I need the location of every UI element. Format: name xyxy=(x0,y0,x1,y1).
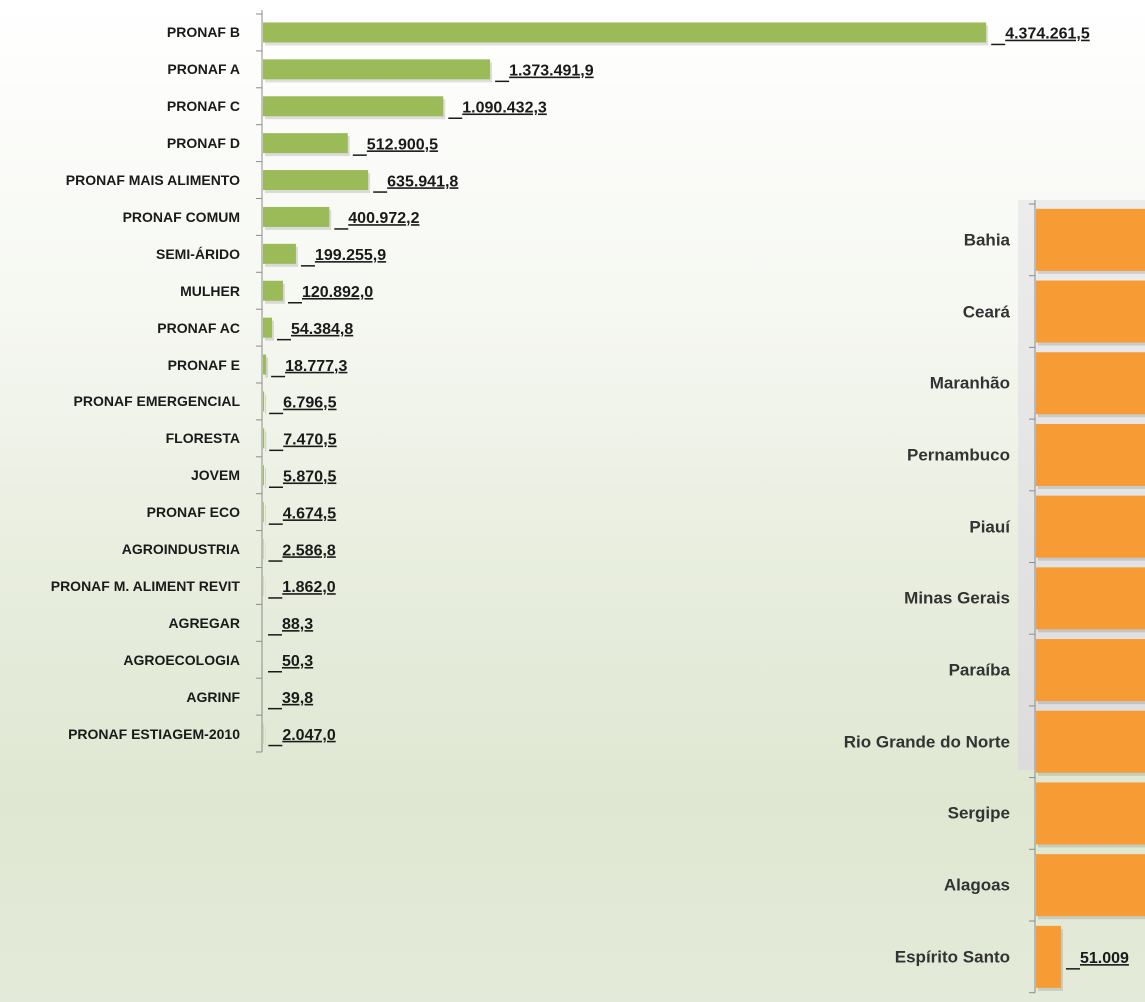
category-label: AGROINDUSTRIA xyxy=(121,541,240,558)
value-label: 4.374.261,5 xyxy=(1005,26,1090,43)
bar-shadow xyxy=(265,357,269,378)
category-label: SEMI-ÁRIDO xyxy=(156,245,240,262)
category-label: PRONAF ESTIAGEM-2010 xyxy=(68,725,240,742)
category-label: PRONAF EMERGENCIAL xyxy=(73,393,240,410)
category-label: PRONAF A xyxy=(167,61,240,78)
category-label: PRONAF B xyxy=(166,24,240,41)
category-label: Sergipe xyxy=(947,803,1010,823)
value-label: 512.900,5 xyxy=(367,136,438,153)
value-label: 39,8 xyxy=(282,690,313,707)
bar xyxy=(263,317,272,338)
category-label: Bahia xyxy=(963,230,1010,250)
value-label: 51.009 xyxy=(1080,950,1129,967)
value-label: 1.373.491,9 xyxy=(509,63,594,80)
category-label: JOVEM xyxy=(190,467,240,484)
bar xyxy=(263,206,330,227)
category-label: PRONAF ECO xyxy=(146,504,240,521)
category-label: Rio Grande do Norte xyxy=(843,732,1010,752)
value-label: 1.862,0 xyxy=(282,579,335,596)
category-label: AGREGAR xyxy=(168,614,240,631)
category-label: Maranhão xyxy=(929,373,1010,393)
bar xyxy=(1036,208,1145,271)
bar xyxy=(1036,567,1145,630)
bar xyxy=(263,428,265,449)
category-label: PRONAF COMUM xyxy=(122,208,240,225)
bar xyxy=(263,465,264,486)
category-label: PRONAF E xyxy=(167,356,240,373)
bar xyxy=(1036,423,1145,486)
category-label: Alagoas xyxy=(943,875,1010,895)
bar xyxy=(1036,854,1145,917)
bar xyxy=(1036,782,1145,845)
bar xyxy=(263,354,267,375)
category-label: Piauí xyxy=(969,517,1010,537)
category-label: PRONAF MAIS ALIMENTO xyxy=(65,172,240,189)
bar xyxy=(263,133,348,154)
bar xyxy=(1036,710,1145,773)
category-label: PRONAF M. ALIMENT REVIT xyxy=(50,577,240,594)
value-label: 1.090.432,3 xyxy=(462,99,547,116)
value-label: 120.892,0 xyxy=(302,284,373,301)
bar-shadow xyxy=(265,505,266,526)
category-label: Espírito Santo xyxy=(894,947,1010,967)
category-label: MULHER xyxy=(180,282,240,299)
bar xyxy=(263,391,265,412)
bar xyxy=(1036,495,1145,558)
value-label: 2.047,0 xyxy=(282,727,335,744)
bar xyxy=(263,502,264,523)
value-label: 5.870,5 xyxy=(283,468,336,485)
value-label: 2.586,8 xyxy=(282,542,335,559)
value-label: 400.972,2 xyxy=(348,210,419,227)
bar xyxy=(1036,280,1145,343)
value-label: 4.674,5 xyxy=(283,505,336,522)
bar-shadow xyxy=(265,431,267,452)
bar xyxy=(1036,639,1145,702)
bar xyxy=(263,96,444,117)
value-label: 7.470,5 xyxy=(283,432,336,449)
bar xyxy=(263,22,987,43)
bar-shadow xyxy=(265,468,266,489)
bar xyxy=(263,280,283,301)
bar xyxy=(263,243,296,264)
value-label: 199.255,9 xyxy=(315,247,386,264)
category-label: PRONAF AC xyxy=(157,319,240,336)
category-label: Ceará xyxy=(962,302,1010,322)
category-label: AGRINF xyxy=(186,688,240,705)
category-label: PRONAF D xyxy=(166,135,240,152)
value-label: 88,3 xyxy=(282,616,313,633)
bar-shadow xyxy=(265,394,267,415)
value-label: 50,3 xyxy=(282,653,313,670)
category-label: Minas Gerais xyxy=(904,588,1010,608)
category-label: Paraíba xyxy=(948,660,1010,680)
value-label: 18.777,3 xyxy=(285,358,347,375)
category-label: PRONAF C xyxy=(166,98,240,115)
bar xyxy=(1036,925,1061,988)
value-label: 635.941,8 xyxy=(387,173,458,190)
bar xyxy=(263,170,369,191)
value-label: 54.384,8 xyxy=(291,321,353,338)
category-label: Pernambuco xyxy=(907,445,1010,465)
bar xyxy=(1036,352,1145,415)
bar xyxy=(263,59,491,80)
value-label: 6.796,5 xyxy=(283,395,336,412)
category-label: AGROECOLOGIA xyxy=(123,651,240,668)
category-label: FLORESTA xyxy=(165,430,240,447)
